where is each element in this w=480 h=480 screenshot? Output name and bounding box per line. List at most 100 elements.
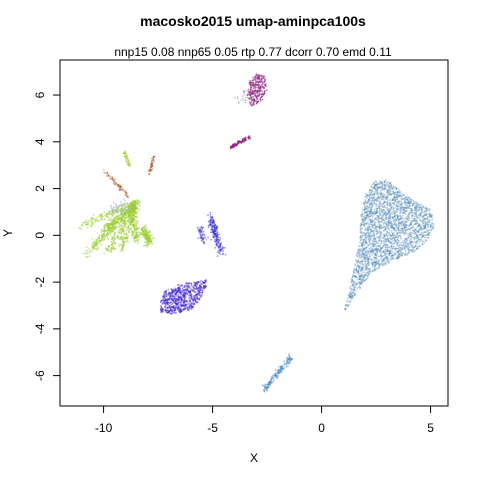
large-cluster-point (424, 218, 427, 221)
purple-blob-point (190, 295, 193, 297)
fan-point (127, 227, 130, 230)
large-cluster-point (367, 274, 369, 277)
large-cluster-point (363, 209, 366, 212)
large-cluster-point (400, 225, 403, 228)
large-cluster-point (413, 220, 416, 223)
fan-point (149, 230, 152, 233)
large-cluster-point (418, 213, 421, 216)
purple-blob-point (188, 296, 191, 299)
small-cluster-point (288, 354, 290, 357)
fan-point (121, 225, 124, 227)
large-cluster-point (378, 221, 380, 224)
large-cluster-point (400, 203, 403, 206)
large-cluster-point (383, 184, 386, 187)
large-cluster-point (421, 209, 423, 211)
large-cluster-point (383, 264, 386, 266)
large-cluster-point (404, 227, 406, 230)
fan-point (120, 212, 123, 215)
large-cluster-point (379, 181, 382, 184)
large-cluster-point (397, 236, 399, 239)
large-cluster-point (358, 273, 360, 275)
large-cluster-point (426, 217, 429, 220)
large-cluster-point (392, 191, 395, 193)
purple-blob-point (179, 285, 182, 287)
large-cluster-point (353, 269, 356, 272)
large-cluster-point (409, 233, 412, 236)
large-cluster-point (386, 257, 389, 260)
large-cluster-point (386, 208, 389, 211)
large-cluster-point (390, 247, 392, 250)
large-cluster-point (394, 223, 397, 226)
large-cluster-point (424, 239, 427, 241)
fan-point (95, 248, 98, 251)
large-cluster-point (425, 229, 428, 231)
purple-blob-point (199, 291, 202, 294)
purple-blob-point (165, 298, 168, 301)
large-cluster-point (379, 186, 382, 188)
large-cluster-point (405, 238, 407, 240)
fan-point (125, 211, 128, 214)
large-cluster-point (366, 277, 369, 280)
large-cluster-point (412, 246, 415, 249)
large-cluster-point (349, 296, 351, 299)
large-cluster-point (390, 221, 392, 223)
large-cluster-point (364, 279, 367, 281)
fan-point (128, 207, 131, 210)
large-cluster-point (362, 218, 365, 220)
large-cluster-point (373, 261, 376, 264)
fan-point (119, 205, 121, 207)
large-cluster-point (395, 204, 398, 207)
large-cluster-point (403, 208, 406, 211)
large-cluster-point (388, 211, 391, 214)
large-cluster-point (369, 212, 371, 215)
large-cluster-point (416, 240, 419, 243)
large-cluster-point (378, 227, 381, 230)
large-cluster-point (369, 189, 371, 192)
large-cluster-point (358, 252, 361, 255)
large-cluster-point (379, 204, 382, 207)
fan-point (85, 255, 88, 258)
large-cluster-point (365, 201, 367, 204)
fan-point (124, 206, 127, 208)
fan-point (91, 237, 94, 240)
large-cluster-point (391, 258, 394, 261)
large-cluster-point (378, 264, 381, 267)
small-cluster-point (263, 389, 266, 392)
large-cluster-point (374, 212, 377, 215)
large-cluster-point (351, 276, 354, 279)
blue-strip-point (205, 238, 208, 240)
large-cluster-point (375, 257, 377, 259)
large-cluster-point (418, 244, 420, 247)
large-cluster-point (360, 273, 363, 276)
fan-point (96, 219, 99, 222)
large-cluster-point (400, 223, 403, 226)
large-cluster-point (404, 247, 406, 250)
purple-blob-point (197, 292, 200, 295)
large-cluster-point (424, 207, 427, 210)
large-cluster-point (413, 202, 415, 205)
purple-blob-point (176, 284, 179, 286)
purple-blob-point (195, 295, 197, 298)
fan-point (110, 244, 113, 246)
large-cluster-point (393, 227, 396, 229)
large-cluster-point (373, 210, 376, 213)
blue-strip-point (223, 247, 226, 249)
large-cluster-point (382, 229, 385, 232)
large-cluster-point (357, 265, 360, 268)
large-cluster-point (382, 209, 385, 212)
large-cluster-point (390, 246, 392, 249)
large-cluster-point (396, 206, 399, 208)
large-cluster-point (393, 213, 396, 216)
large-cluster-point (404, 201, 407, 204)
large-cluster-point (373, 243, 376, 245)
large-cluster-point (380, 252, 382, 255)
purple-blob-point (184, 306, 187, 309)
large-cluster-point (373, 261, 375, 263)
large-cluster-point (394, 240, 397, 243)
fan-point (101, 215, 103, 218)
large-cluster-point (367, 214, 369, 217)
large-cluster-point (366, 257, 369, 260)
large-cluster-point (388, 232, 390, 235)
large-cluster-point (382, 260, 385, 262)
blue-strip-point (218, 251, 221, 254)
